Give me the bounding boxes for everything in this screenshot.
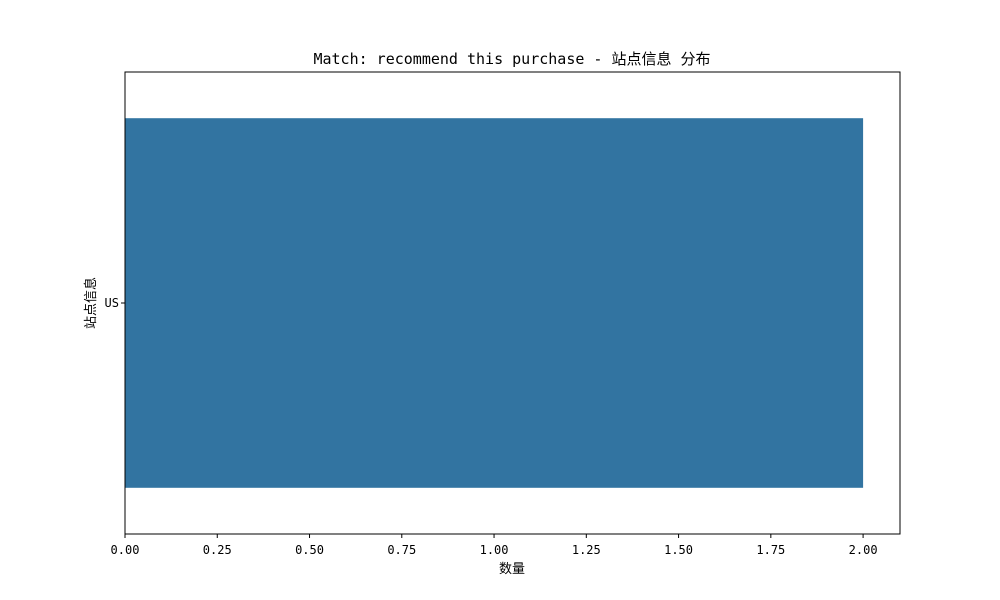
x-tick-label: 2.00 [849, 543, 878, 557]
x-tick-label: 0.00 [111, 543, 140, 557]
x-tick-label: 1.00 [480, 543, 509, 557]
y-axis-ticks: US [105, 296, 125, 310]
x-tick-label: 1.50 [664, 543, 693, 557]
x-tick-label: 1.25 [572, 543, 601, 557]
chart-title: Match: recommend this purchase - 站点信息 分布 [313, 50, 710, 68]
x-axis-ticks: 0.00 0.25 0.50 0.75 1.00 1.25 1.50 1.75 2.00 [111, 534, 878, 557]
x-tick-label: 0.25 [203, 543, 232, 557]
x-axis-label: 数量 [499, 562, 525, 577]
x-tick-label: 1.75 [756, 543, 785, 557]
bars-group [125, 118, 864, 488]
x-tick-label: 0.75 [387, 543, 416, 557]
x-tick-label: 0.50 [295, 543, 324, 557]
y-tick-label: US [105, 296, 119, 310]
bar-us [125, 118, 864, 488]
y-axis-label: 站点信息 [83, 277, 99, 329]
